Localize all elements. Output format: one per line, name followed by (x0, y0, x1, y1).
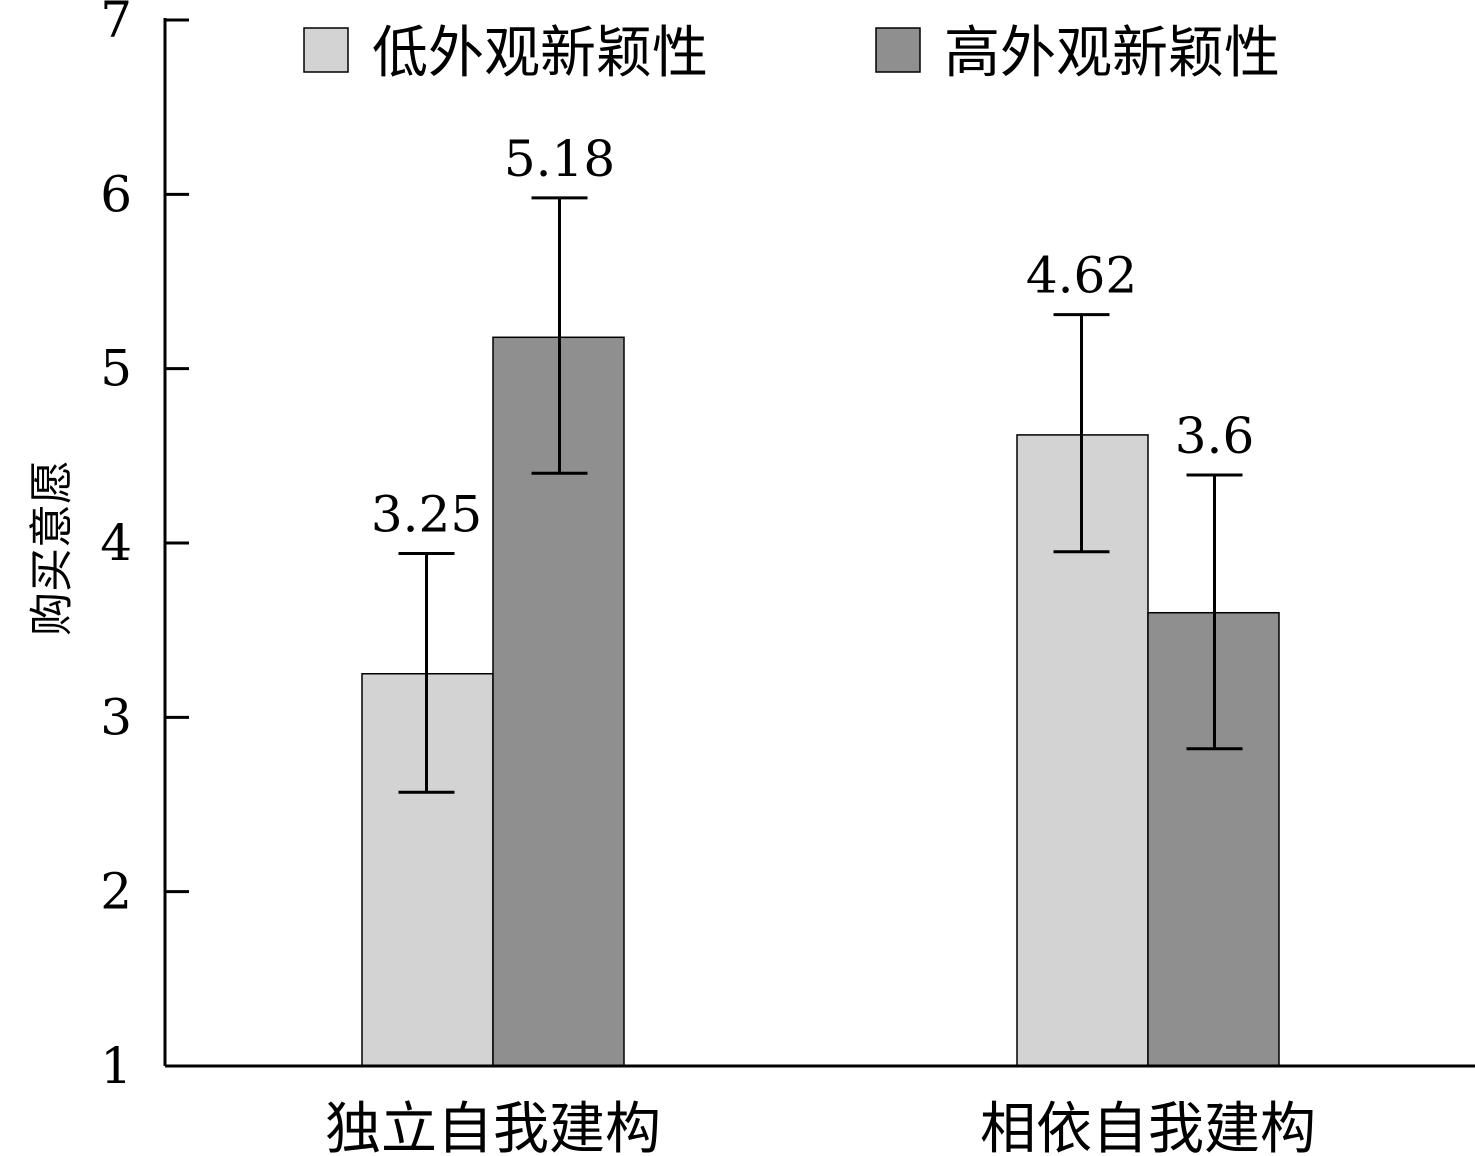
value-labels-layer: 3.25 4.62 5.18 3.6 (371, 130, 1254, 544)
error-bars-layer (398, 196, 1243, 794)
x-tick-label: 相依自我建构 (980, 1097, 1316, 1156)
y-tick-label: 7 (100, 0, 132, 49)
value-label: 4.62 (1026, 247, 1137, 305)
y-axis-label: 购买意愿 (27, 460, 78, 636)
legend: 低外观新颖性 高外观新颖性 (303, 21, 1280, 86)
value-label: 5.18 (504, 130, 615, 188)
legend-label: 高外观新颖性 (944, 21, 1280, 86)
y-tick-label: 2 (100, 863, 132, 921)
legend-swatch (303, 27, 349, 73)
y-tick-label: 1 (100, 1037, 132, 1095)
y-tick-label: 3 (100, 688, 132, 746)
bars-layer (361, 336, 1280, 1067)
legend-swatch (875, 27, 921, 73)
y-tick-label: 5 (100, 340, 132, 398)
value-label: 3.25 (371, 485, 482, 543)
axes: 1 2 3 4 5 6 7 独立自我建构 相依自我建构 (100, 0, 1475, 1156)
y-tick-label: 6 (100, 165, 132, 223)
value-label: 3.6 (1175, 407, 1255, 465)
x-tick-label: 独立自我建构 (325, 1097, 661, 1156)
legend-label: 低外观新颖性 (372, 21, 708, 86)
y-tick-label: 4 (100, 514, 132, 572)
